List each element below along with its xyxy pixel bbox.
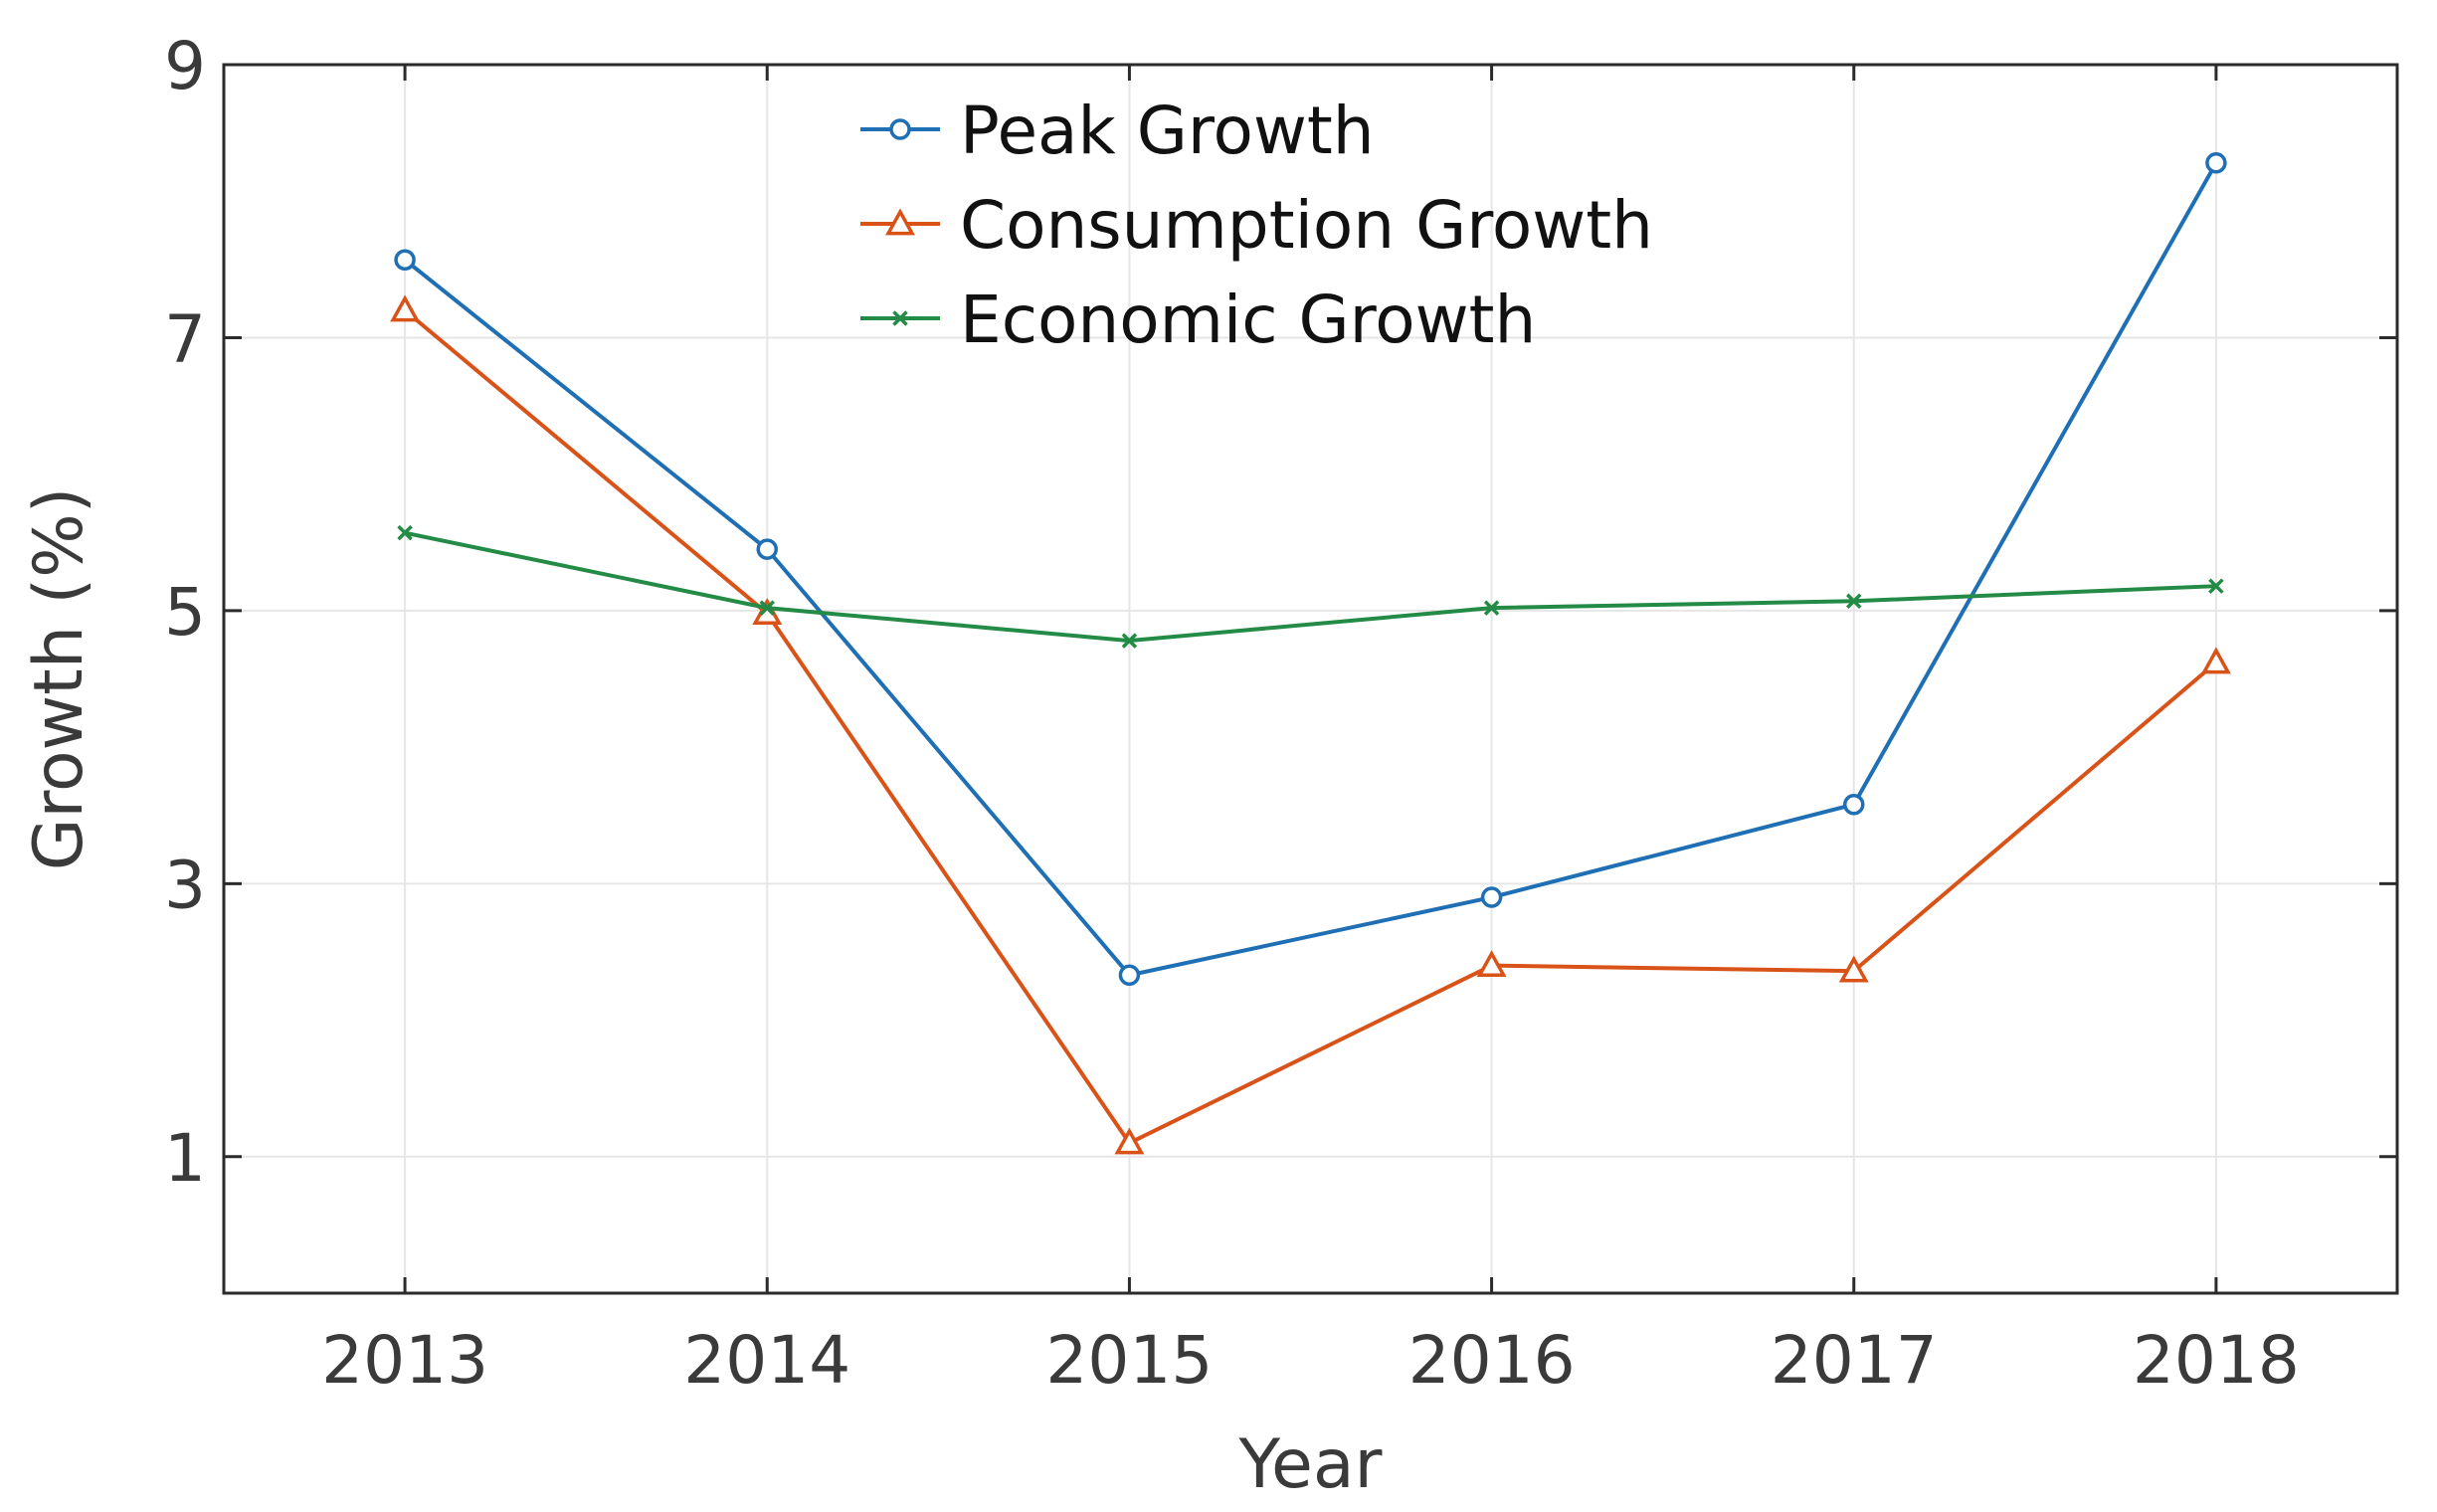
x-marker-stroke	[759, 600, 775, 616]
x-marker-stroke	[892, 310, 908, 326]
x-tick-label: 2018	[2133, 1322, 2300, 1399]
y-tick-label: 9	[164, 28, 206, 104]
data-point	[394, 249, 416, 271]
y-axis-title: Growth (%)	[20, 487, 98, 870]
legend-label: Consumption Growth	[960, 187, 1653, 264]
y-tick-label: 1	[164, 1120, 206, 1197]
data-point	[1480, 886, 1503, 908]
data-point	[2205, 152, 2227, 174]
legend: Peak Growth Consumption Growth Economic Gr…	[860, 93, 1653, 358]
legend-marker	[885, 208, 915, 236]
x-marker-stroke	[397, 524, 413, 541]
series-line	[404, 530, 2216, 644]
legend-marker	[892, 310, 908, 326]
data-point	[397, 524, 413, 541]
gridlines	[224, 65, 2397, 1293]
data-series	[390, 152, 2231, 1155]
legend-entry: Economic Growth	[860, 282, 1536, 358]
legend-label: Economic Growth	[960, 282, 1536, 358]
series-line	[403, 308, 2218, 1146]
x-tick-label: 2016	[1408, 1322, 1576, 1399]
data-point	[1476, 950, 1507, 978]
y-tick-label: 3	[164, 847, 206, 923]
data-point	[1483, 600, 1500, 616]
x-tick-label: 2013	[321, 1322, 488, 1399]
data-point	[1843, 793, 1865, 816]
series-peak-growth	[394, 152, 2227, 987]
data-point	[1846, 593, 1862, 610]
x-tick-label: 2015	[1045, 1322, 1213, 1399]
legend-marker	[889, 118, 911, 140]
axis-ticks: 2013 2014 2015 2016 2017 2018 1 3 5 7 9	[164, 28, 2397, 1399]
x-tick-label: 2017	[1771, 1322, 1938, 1399]
series-line	[403, 161, 2218, 978]
data-point	[759, 600, 775, 616]
x-axis-title: Year	[1238, 1425, 1383, 1504]
data-point	[2208, 578, 2224, 594]
x-marker-stroke	[1846, 593, 1862, 610]
data-point	[390, 294, 421, 322]
data-point	[1118, 964, 1141, 987]
series-consumption-growth	[390, 294, 2231, 1155]
x-marker-stroke	[1483, 600, 1500, 616]
y-tick-label: 5	[164, 574, 206, 651]
data-point	[2200, 647, 2231, 674]
data-point	[1114, 1127, 1145, 1155]
y-tick-label: 7	[164, 300, 206, 377]
data-point	[1838, 955, 1869, 983]
x-marker-stroke	[2208, 578, 2224, 594]
data-point	[756, 538, 778, 560]
x-tick-label: 2014	[683, 1322, 850, 1399]
data-point	[1121, 633, 1138, 649]
legend-entry: Consumption Growth	[860, 187, 1653, 264]
legend-label: Peak Growth	[960, 93, 1375, 169]
series-economic-growth	[397, 524, 2224, 649]
plot-frame	[222, 63, 2399, 1295]
x-marker-stroke	[1121, 633, 1138, 649]
legend-entry: Peak Growth	[860, 93, 1375, 169]
